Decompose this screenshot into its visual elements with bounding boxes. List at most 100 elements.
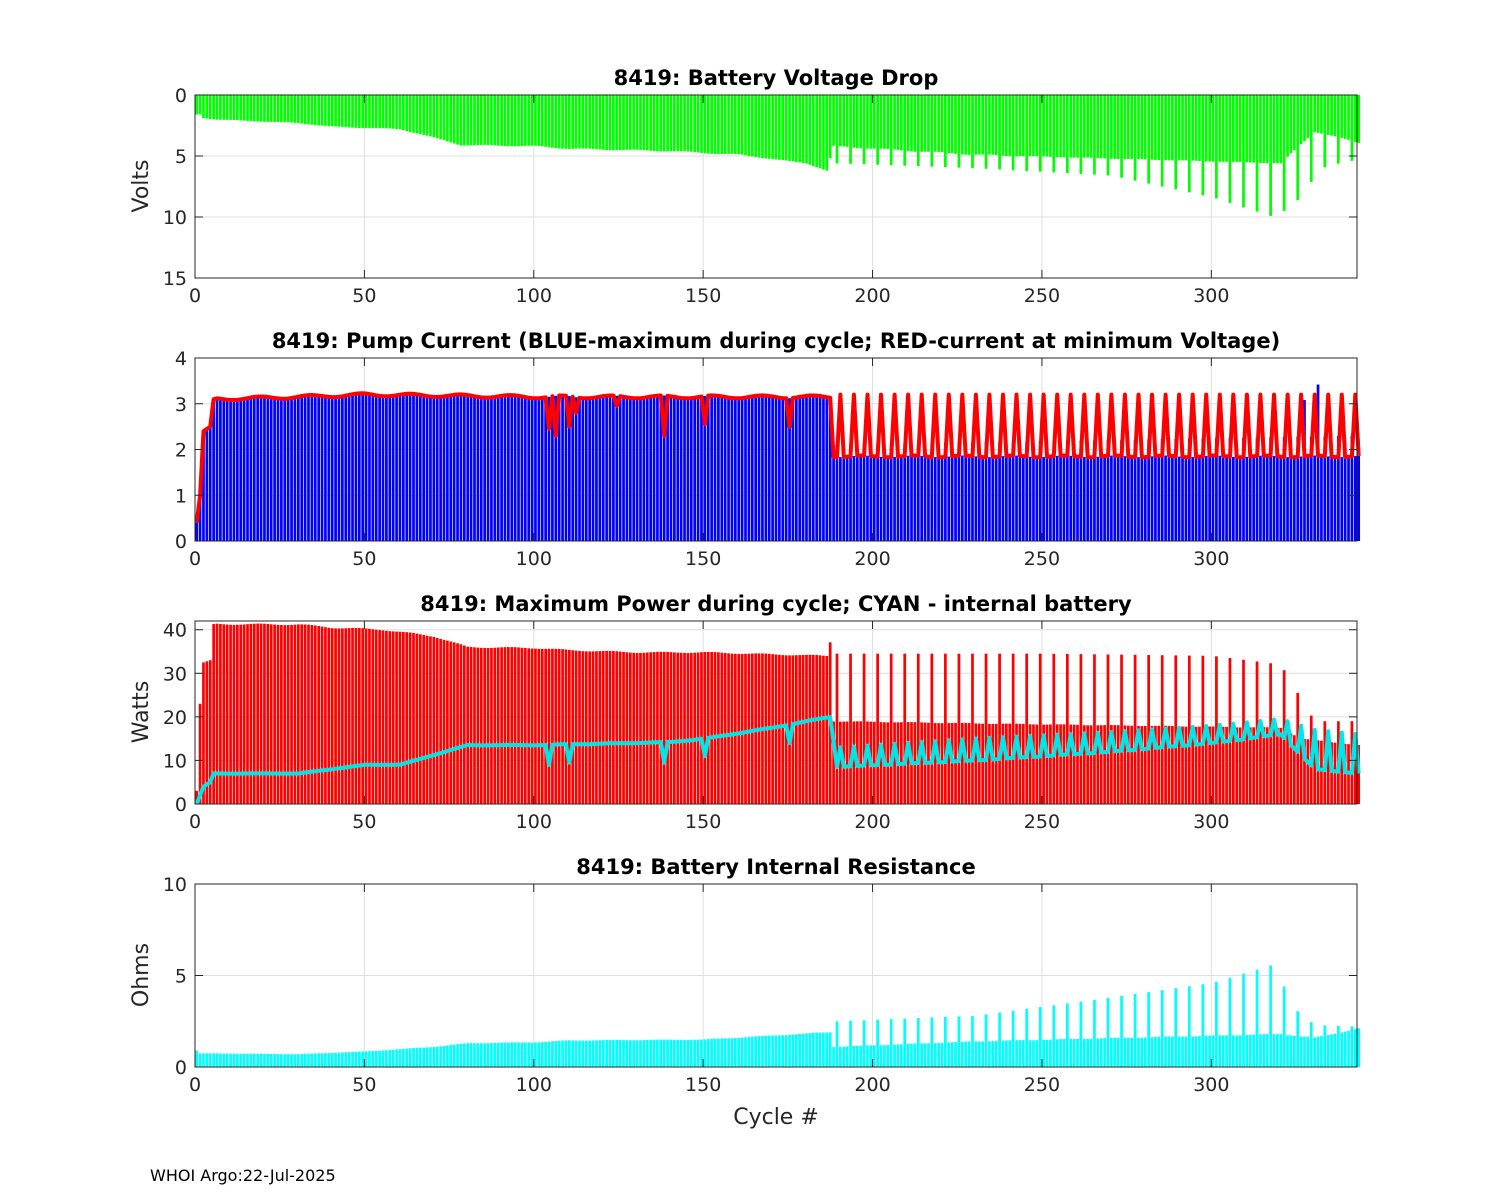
bar — [496, 95, 500, 146]
bar — [781, 95, 785, 161]
bar — [733, 398, 737, 541]
bar — [869, 455, 873, 541]
bar — [1320, 455, 1323, 541]
bar — [341, 1052, 344, 1067]
bar — [625, 652, 629, 804]
bar — [1130, 1037, 1134, 1067]
bar — [981, 95, 985, 155]
bar — [913, 455, 917, 541]
bar — [256, 95, 260, 122]
bar — [889, 443, 893, 541]
bar — [564, 395, 568, 541]
bar — [1082, 1039, 1086, 1067]
bar — [835, 95, 839, 164]
bar — [696, 95, 700, 153]
bar — [425, 95, 429, 136]
y-tick-label: 40 — [163, 620, 187, 642]
bar — [544, 397, 547, 541]
bar — [578, 650, 581, 804]
bar — [944, 443, 947, 541]
bar — [832, 95, 835, 146]
bar — [222, 95, 226, 120]
y-tick-label: 0 — [175, 794, 187, 816]
bar — [198, 486, 202, 541]
bar — [523, 1042, 527, 1067]
bar — [371, 95, 375, 129]
bar — [381, 1050, 385, 1067]
bar — [354, 1051, 358, 1067]
bar — [1062, 95, 1066, 158]
bar — [307, 95, 310, 125]
y-tick-label: 10 — [163, 207, 187, 229]
bar — [307, 395, 310, 541]
bar — [994, 95, 998, 156]
bar — [476, 396, 480, 541]
bar — [815, 655, 819, 804]
bar — [1120, 654, 1123, 804]
bar — [432, 95, 436, 138]
bar — [791, 1034, 795, 1067]
bar — [452, 95, 456, 144]
bar — [1049, 456, 1052, 541]
bar — [622, 396, 625, 541]
bar — [730, 95, 734, 154]
bar — [269, 1053, 273, 1067]
bar — [1218, 455, 1222, 541]
bar — [991, 457, 995, 541]
x-tick-label: 200 — [854, 1074, 890, 1096]
bar — [252, 1053, 256, 1067]
y-tick-label: 1 — [175, 485, 187, 507]
bar — [1181, 95, 1184, 161]
bar — [693, 95, 697, 153]
bar — [391, 631, 395, 804]
bar — [1262, 727, 1266, 804]
bar — [1126, 456, 1130, 541]
bar — [930, 653, 934, 804]
bar — [605, 1039, 608, 1067]
bar — [1323, 95, 1327, 168]
bar — [1011, 1010, 1015, 1067]
bar — [446, 640, 449, 804]
bar — [490, 397, 493, 541]
bar — [761, 1035, 764, 1067]
bar — [1018, 95, 1022, 157]
bar — [618, 651, 622, 804]
bar — [493, 396, 497, 541]
bar — [490, 1043, 493, 1067]
bar — [832, 457, 835, 541]
bar — [689, 652, 693, 804]
bar — [605, 395, 608, 541]
bar — [567, 1040, 571, 1067]
bar — [239, 1053, 243, 1067]
bar — [503, 395, 507, 541]
bar — [849, 653, 852, 804]
bar — [933, 457, 937, 541]
bar — [669, 652, 673, 804]
bar — [1181, 1036, 1184, 1067]
bar — [1126, 1037, 1130, 1067]
panel-voltage-drop: 0 50 100 150 200 250 300 0 5 10 15 8419: Battery V… — [129, 66, 1361, 307]
bar — [1157, 455, 1161, 541]
bar — [1330, 1034, 1333, 1067]
bar — [801, 396, 805, 541]
bar — [954, 455, 957, 541]
bar — [530, 95, 534, 146]
bar — [656, 395, 659, 541]
bar — [405, 632, 409, 804]
bar — [1353, 1029, 1357, 1067]
bar — [252, 623, 256, 804]
bar — [1160, 439, 1164, 541]
bar — [988, 723, 991, 804]
bar — [1184, 457, 1188, 541]
bar — [330, 1052, 334, 1067]
bar — [252, 95, 256, 122]
bar — [906, 722, 910, 804]
bar — [673, 1039, 676, 1067]
bar — [1215, 438, 1218, 541]
bar — [1015, 95, 1018, 157]
bar — [686, 398, 690, 541]
bar — [1225, 456, 1228, 541]
bar — [1059, 455, 1062, 541]
bar — [808, 95, 812, 165]
bar — [1011, 95, 1015, 171]
